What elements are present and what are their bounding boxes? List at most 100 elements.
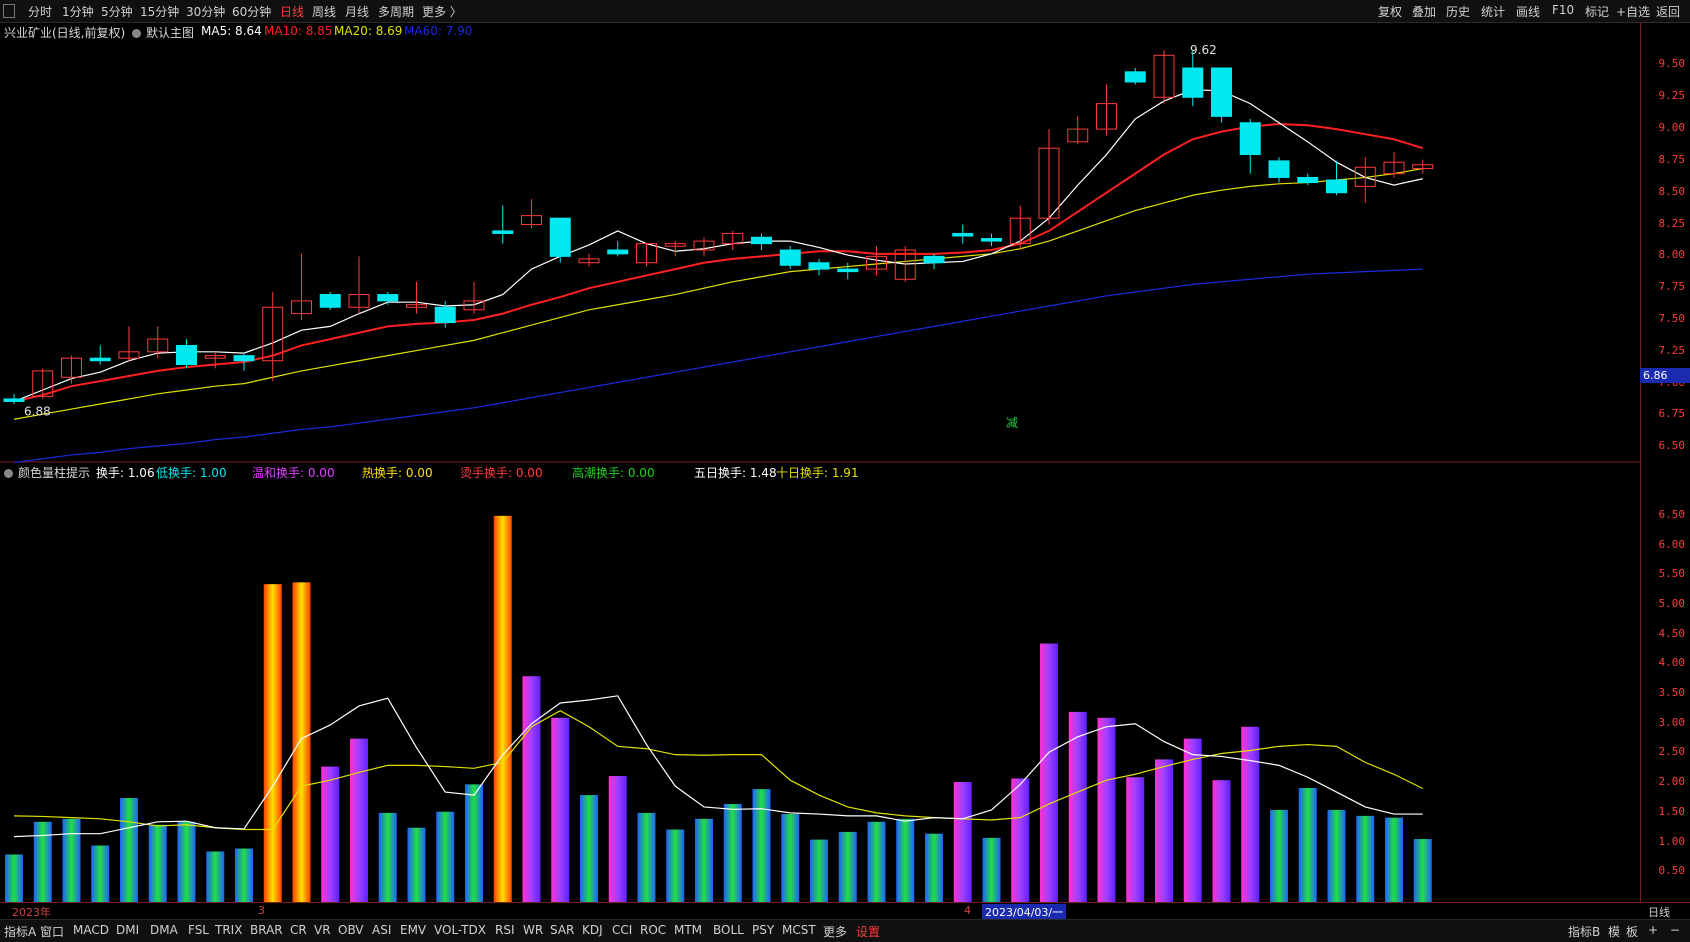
axis-main-tick-4: 8.50: [1658, 184, 1686, 198]
indicator-tab-18[interactable]: CCI: [612, 923, 633, 937]
toolbar-button-6[interactable]: 标记: [1585, 5, 1610, 19]
indicator-tab-24[interactable]: 更多: [823, 925, 848, 939]
candle-body: [1038, 147, 1060, 219]
stock-title: 兴业矿业(日线,前复权): [4, 26, 126, 40]
axis-vol-tick-12: 0.50: [1658, 864, 1686, 878]
candle-body: [521, 215, 542, 226]
turnover-bar: [321, 766, 340, 902]
candle-body: [463, 300, 485, 311]
candle-body: [233, 355, 255, 362]
indicator-tab-0[interactable]: 指标A: [4, 925, 37, 939]
toolbar-button-5[interactable]: F10: [1552, 3, 1575, 17]
turnover-bar: [407, 827, 426, 902]
reduction-marker: 减: [1006, 416, 1018, 430]
toolbar-button-2[interactable]: 历史: [1446, 5, 1471, 19]
indicator-tab-22[interactable]: PSY: [752, 923, 775, 937]
period-tab-4[interactable]: 30分钟: [186, 5, 226, 19]
indicator-tab-23[interactable]: MCST: [782, 923, 816, 937]
indicator-tab-20[interactable]: MTM: [674, 923, 703, 937]
axis-main-tick-7: 7.75: [1658, 280, 1686, 294]
toolbar-button-4[interactable]: 画线: [1516, 5, 1541, 19]
candle-body: [578, 258, 600, 264]
toolbar-button-1[interactable]: 叠加: [1412, 5, 1437, 19]
toolbar-button-right-2[interactable]: 板: [1626, 925, 1639, 939]
candle-body: [1326, 179, 1347, 194]
indicator-tab-7[interactable]: BRAR: [250, 923, 283, 937]
period-tab-3[interactable]: 15分钟: [140, 5, 180, 19]
indicator-dropdown-icon[interactable]: [132, 27, 141, 41]
indicator-tab-10[interactable]: OBV: [338, 923, 364, 937]
candle-body: [1354, 166, 1376, 187]
candle-body: [751, 236, 772, 245]
volume-indicator-name[interactable]: 颜色量柱提示: [18, 466, 91, 480]
axis-vol-tick-4: 4.50: [1658, 626, 1686, 640]
axis-vol-tick-0: 6.50: [1658, 507, 1686, 521]
indicator-tab-17[interactable]: KDJ: [582, 923, 603, 937]
indicator-tab-14[interactable]: RSI: [495, 923, 515, 937]
period-tab-1[interactable]: 1分钟: [62, 5, 94, 19]
indicator-tab-12[interactable]: EMV: [400, 923, 427, 937]
indicator-tab-2[interactable]: MACD: [73, 923, 109, 937]
toolbar-button-right-1[interactable]: 模: [1608, 925, 1621, 939]
indicator-tab-5[interactable]: FSL: [188, 923, 209, 937]
axis-vol-tick-8: 2.50: [1658, 745, 1686, 759]
indicator-tab-13[interactable]: VOL-TDX: [434, 923, 486, 937]
turnover-bar: [436, 811, 455, 902]
axis-main-tick-5: 8.25: [1658, 216, 1686, 230]
candle-body: [118, 351, 140, 359]
toolbar-button-right-0[interactable]: 指标B: [1568, 925, 1601, 939]
period-toolbar: 分时 1分钟 5分钟 15分钟 30分钟 60分钟 日线 周线 月线 多周期 更多 〉 复权 叠加 历史…: [0, 0, 1690, 23]
current-price-tag: 6.86: [1640, 368, 1690, 383]
indicator-tab-9[interactable]: VR: [314, 923, 331, 937]
indicator-tab-6[interactable]: TRIX: [215, 923, 243, 937]
period-tab-7[interactable]: 周线: [312, 5, 337, 19]
period-tab-6[interactable]: 日线: [280, 5, 305, 19]
period-tab-10[interactable]: 更多 〉: [422, 5, 462, 19]
period-tab-5[interactable]: 60分钟: [232, 5, 272, 19]
axis-vol-tick-5: 4.00: [1658, 656, 1686, 670]
period-tab-2[interactable]: 5分钟: [101, 5, 133, 19]
indicator-tab-8[interactable]: CR: [290, 923, 307, 937]
indicator-tab-25[interactable]: 设置: [856, 925, 881, 939]
indicator-tab-21[interactable]: BOLL: [713, 923, 744, 937]
turnover-ma5-label: 五日换手: 1.48: [694, 466, 777, 480]
axis-vol-tick-11: 1.00: [1658, 834, 1686, 848]
turnover-bar: [838, 831, 857, 902]
date-cursor-label: 2023/04/03/一: [982, 904, 1067, 920]
candle-body: [779, 249, 801, 266]
main-indicator-name[interactable]: 默认主图: [146, 26, 195, 40]
indicator-tab-3[interactable]: DMI: [116, 923, 140, 937]
turnover-bar: [723, 803, 742, 902]
ma20-line: [13, 167, 1423, 420]
candle-body: [1211, 67, 1232, 117]
axis-vol-tick-1: 6.00: [1658, 537, 1686, 551]
window-icon[interactable]: [3, 4, 15, 18]
turnover-bar: [925, 833, 943, 902]
turnover-bar: [62, 818, 81, 902]
toolbar-button-right-4[interactable]: −: [1670, 923, 1681, 937]
period-tab-9[interactable]: 多周期: [378, 5, 415, 19]
indicator-tab-11[interactable]: ASI: [372, 923, 392, 937]
toolbar-button-8[interactable]: 返回: [1656, 5, 1681, 19]
ma20-label: MA20: 8.69: [334, 24, 403, 38]
chart-canvas[interactable]: 9.62 6.88 减: [0, 22, 1640, 902]
toolbar-button-3[interactable]: 统计: [1481, 5, 1506, 19]
indicator-tab-4[interactable]: DMA: [150, 923, 178, 937]
indicator-tab-15[interactable]: WR: [523, 923, 544, 937]
indicator-tab-1[interactable]: 窗口: [40, 925, 65, 939]
period-tab-0[interactable]: 分时: [28, 5, 53, 19]
candle-body: [1268, 160, 1290, 178]
turnover-bar: [637, 812, 656, 902]
turnover-bar: [1183, 738, 1202, 902]
period-tab-8[interactable]: 月线: [345, 5, 370, 19]
volume-indicator-dropdown-icon[interactable]: [4, 467, 13, 481]
indicator-tab-16[interactable]: SAR: [550, 923, 575, 937]
indicator-tab-19[interactable]: ROC: [640, 923, 667, 937]
turnover-bar: [465, 784, 483, 902]
toolbar-button-right-3[interactable]: +: [1648, 923, 1659, 937]
low-price-label: 6.88: [24, 404, 51, 418]
toolbar-button-7[interactable]: +自选: [1616, 5, 1651, 19]
turnover-bar: [1126, 777, 1145, 902]
ma5-label: MA5: 8.64: [201, 24, 262, 38]
toolbar-button-0[interactable]: 复权: [1378, 5, 1403, 19]
